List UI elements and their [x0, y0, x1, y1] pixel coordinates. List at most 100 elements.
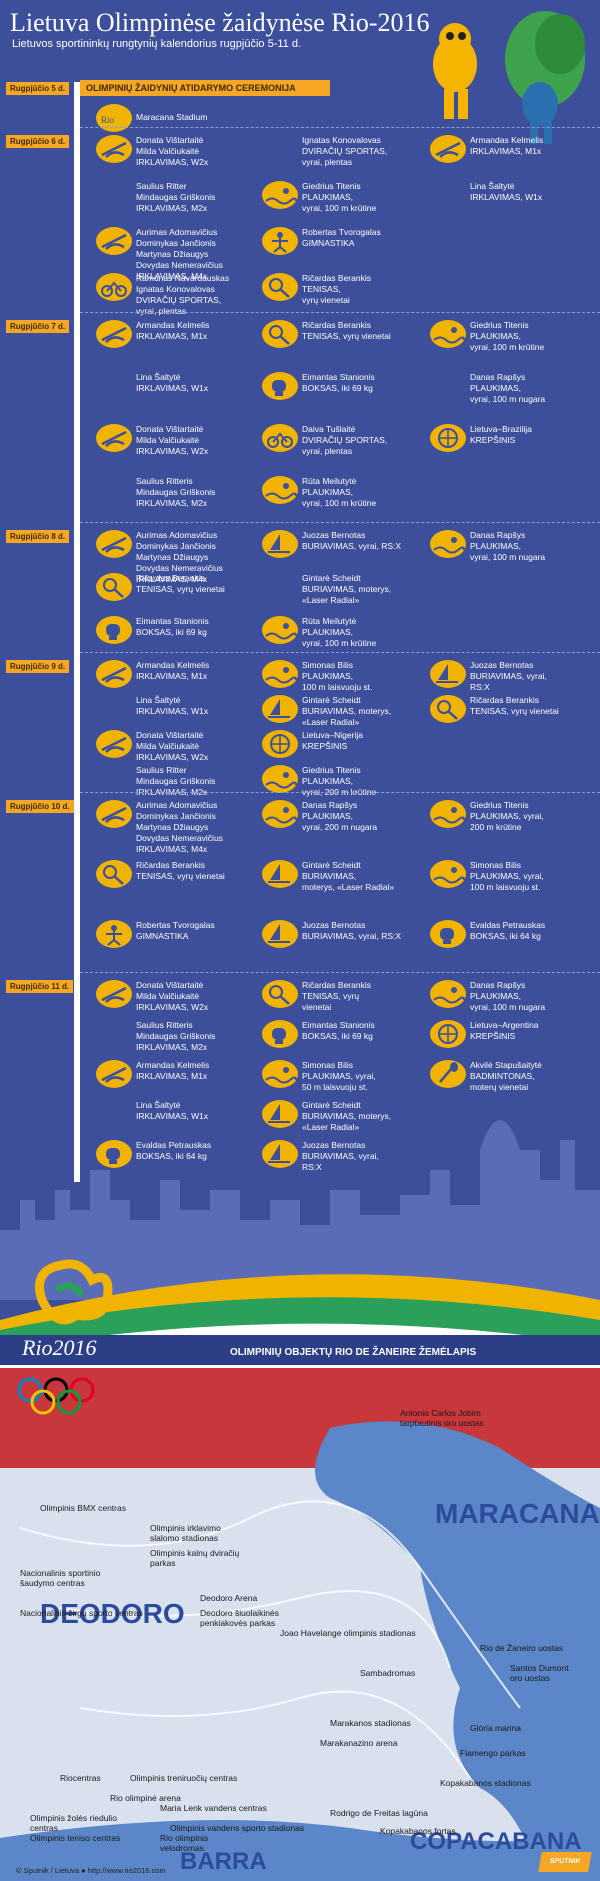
rowing-icon: [430, 135, 466, 163]
map-venue-label: Joao Havelange olimpinis stadionas: [280, 1628, 416, 1638]
sailing-icon: [262, 530, 298, 558]
swimming-icon: [262, 1060, 298, 1088]
map-venue-label: Kopakabanos fortas: [380, 1826, 456, 1836]
rio2016-logo: Rio2016: [22, 1335, 97, 1360]
event-text: Donata Vištartaitė Milda Valčiukaitė IRK…: [136, 980, 209, 1012]
day-separator: [80, 652, 600, 653]
event-text: Giedrius Titenis PLAUKIMAS, vyrai, 100 m…: [302, 181, 377, 213]
day-label: Rugpjūčio 6 d.: [6, 135, 70, 148]
sailing-icon: [262, 1100, 298, 1128]
map-venue-label: Deodoro Arena: [200, 1593, 258, 1603]
olympic-rings-icon: [17, 1377, 95, 1415]
event-text: Aurimas Adomavičius Dominykas Jančionis …: [136, 800, 223, 854]
footer-credit: © Sputnik / Lietuva ● http://www.rio2016…: [16, 1866, 166, 1875]
basketball-icon: [430, 1020, 466, 1048]
swimming-icon: [430, 980, 466, 1008]
rowing-icon: [96, 135, 132, 163]
swimming-icon: [262, 765, 298, 793]
event-text: Rūta Meilutytė PLAUKIMAS, vyrai, 100 m k…: [302, 616, 377, 648]
swimming-icon: [262, 476, 298, 504]
day-separator: [80, 312, 600, 313]
map-venue-label: Olimpinis irklavimo slalomo stadionas: [150, 1523, 221, 1543]
page-subtitle: Lietuvos sportininkų rungtynių kalendori…: [12, 38, 302, 50]
map-header-bar: [0, 1335, 600, 1365]
day-label: Rugpjūčio 11 d.: [6, 980, 74, 993]
svg-text:Rio: Rio: [101, 115, 115, 125]
day-label: Rugpjūčio 10 d.: [6, 800, 74, 813]
event-text: Saulius Ritteris Mindaugas Griškonis IRK…: [136, 476, 216, 508]
map-venue-label: Flamengo parkas: [460, 1748, 526, 1758]
event-text: Eimantas Stanionis BOKSAS, iki 69 kg: [136, 616, 209, 637]
cycling-icon: [96, 273, 132, 301]
map-venue-label: Antonio Carlos Jobim tarptautinis oro uo…: [400, 1408, 484, 1428]
event-text: Simonas Bilis PLAUKIMAS, vyrai, 100 m la…: [470, 860, 544, 892]
event-text: Aurimas Adomavičius Dominykas Jančionis …: [136, 227, 223, 281]
event-text: Juozas Bernotas BURIAVIMAS, vyrai, RS:X: [470, 660, 547, 692]
map-background: [0, 1368, 600, 1881]
rowing-icon: [96, 424, 132, 452]
event-text: Simonas Bilis PLAUKIMAS, 100 m laisvuoju…: [302, 660, 373, 692]
event-text: Ričardas Berankis TENISAS, vyrų vienetai: [302, 320, 391, 341]
swimming-icon: [262, 800, 298, 828]
map-venue-label: Olimpinis BMX centras: [40, 1503, 126, 1513]
tennis-icon: [430, 695, 466, 723]
event-text: Donata Vištartaitė Milda Valčiukaitė IRK…: [136, 730, 209, 762]
swimming-icon: [430, 800, 466, 828]
event-text: Giedrius Titenis PLAUKIMAS, vyrai, 200 m…: [302, 765, 377, 797]
day-separator: [80, 972, 600, 973]
event-text: Armandas Kelmelis IRKLAVIMAS, M1x: [136, 320, 210, 341]
event-text: Armandas Kelmelis IRKLAVIMAS, M1x: [136, 660, 210, 681]
map-venue-label: Olimpinis treniruočių centras: [130, 1773, 238, 1783]
tennis-icon: [262, 273, 298, 301]
event-text: Juozas Bernotas BURIAVIMAS, vyrai, RS:X: [302, 530, 402, 551]
day-separator: [80, 127, 600, 128]
rowing-icon: [96, 800, 132, 828]
venue-map: MARACANA DEODORO COPACABANA BARRA Antoni…: [0, 1368, 600, 1881]
boxing-icon: [262, 372, 298, 400]
basketball-icon: [262, 730, 298, 758]
sailing-icon: [430, 660, 466, 688]
opening-day-label: Rugpjūčio 5 d.: [6, 82, 70, 95]
event-text: Ričardas Berankis TENISAS, vyrų vienetai: [470, 695, 559, 716]
swimming-icon: [262, 660, 298, 688]
map-venue-label: Olimpinis žolės riedulio centras: [30, 1813, 117, 1833]
boxing-icon: [430, 920, 466, 948]
map-venue-label: Rodrigo de Freitas lagūna: [330, 1808, 428, 1818]
event-text: Robertas Tvorogalas GIMNASTIKA: [302, 227, 381, 248]
badminton-icon: [430, 1060, 466, 1088]
sailing-icon: [262, 860, 298, 888]
basketball-icon: [430, 424, 466, 452]
tennis-icon: [262, 320, 298, 348]
event-text: Robertas Tvorogalas GIMNASTIKA: [136, 920, 215, 941]
event-text: Ramūnas Navardauskas Ignatas Konovalovas…: [136, 273, 230, 316]
boxing-icon: [96, 1140, 132, 1168]
page-title: Lietuva Olimpinėse žaidynėse Rio-2016: [10, 8, 430, 37]
event-text: Danas Rapšys PLAUKIMAS, vyrai, 100 m nug…: [470, 980, 546, 1012]
map-venue-label: Rio de Žaneiro uostas: [480, 1643, 564, 1653]
rio2016-emblem-icon: [35, 1259, 113, 1325]
event-text: Donata Vištartaitė Milda Valčiukaitė IRK…: [136, 135, 209, 167]
rowing-icon: [96, 730, 132, 758]
boxing-icon: [96, 616, 132, 644]
map-venue-label: Rio olimpinė arena: [110, 1793, 181, 1803]
event-text: Saulius Ritteris Mindaugas Griškonis IRK…: [136, 1020, 216, 1052]
map-venue-label: Kopakabanos stadionas: [440, 1778, 531, 1788]
rowing-icon: [96, 320, 132, 348]
day-label: Rugpjūčio 9 d.: [6, 660, 70, 673]
event-text: Ričardas Berankis TENISAS, vyrų vienetai: [302, 273, 371, 305]
event-text: Lina Šaltytė IRKLAVIMAS, W1x: [136, 695, 209, 716]
map-venue-label: Olimpinis teniso centras: [30, 1833, 121, 1843]
sailing-icon: [262, 920, 298, 948]
event-text: Gintarė Scheidt BURIAVIMAS, moterys, «La…: [302, 573, 392, 605]
event-text: Rūta Meilutytė PLAUKIMAS, vyrai, 100 m k…: [302, 476, 377, 508]
swimming-icon: [262, 616, 298, 644]
opening-ceremony-bar: OLIMPINIŲ ŽAIDYNIŲ ATIDARYMO CEREMONIJA: [80, 80, 330, 96]
event-text: Lina Šaltytė IRKLAVIMAS, W1x: [136, 372, 209, 393]
event-text: Gintarė Scheidt BURIAVIMAS, moterys, «La…: [302, 695, 392, 727]
boxing-icon: [262, 1020, 298, 1048]
event-text: Donata Vištartaitė Milda Valčiukaitė IRK…: [136, 424, 209, 456]
day-label: Rugpjūčio 7 d.: [6, 320, 70, 333]
map-venue-label: Nacionalinis sportinio šaudymo centras: [20, 1568, 101, 1588]
event-text: Lina Šaltytė IRKLAVIMAS, W1x: [470, 181, 543, 202]
cycling-icon: [262, 424, 298, 452]
